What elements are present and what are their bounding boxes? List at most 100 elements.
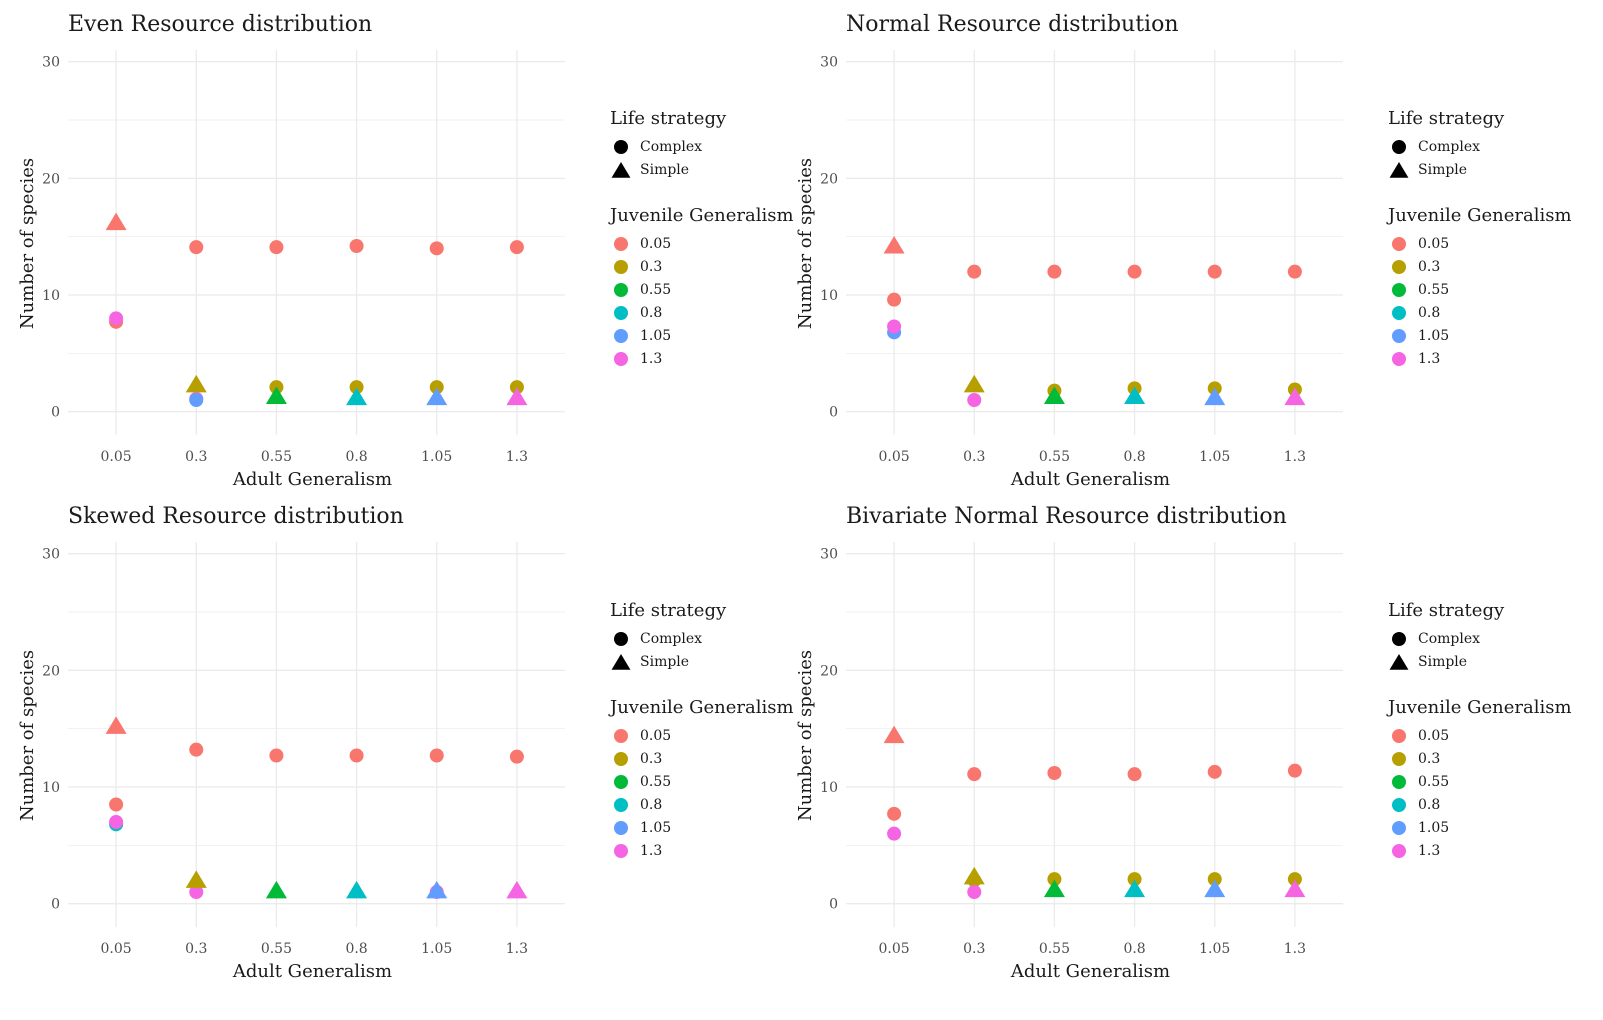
legend-color-title: Juvenile Generalism: [610, 205, 794, 226]
legend-color-item: 1.05: [1388, 324, 1578, 347]
legend-key-dot: [1392, 751, 1406, 766]
legend-key-svg: [614, 351, 628, 366]
data-point-simple: [1284, 879, 1306, 898]
color-dot-icon: [1388, 348, 1410, 370]
legend-key-dot: [1392, 728, 1406, 743]
legend-spacer: [1388, 673, 1578, 697]
legend-key-dot: [1392, 843, 1406, 858]
legend-key-svg: [1392, 797, 1406, 812]
legend-color-label: 1.05: [640, 327, 672, 344]
x-tick-label: 1.3: [506, 449, 528, 465]
legend-shape-label: Complex: [640, 630, 703, 647]
panel-bivariate: Bivariate Normal Resource distribution 0 1…: [778, 492, 1578, 997]
legend-key-circle: [1392, 631, 1406, 646]
data-point-complex: [1287, 872, 1302, 887]
legend-key-svg: [1392, 820, 1406, 835]
legend-key-triangle: [611, 161, 631, 178]
legend-shape-label: Simple: [640, 653, 690, 670]
legend-color-item: 0.3: [610, 747, 800, 770]
color-dot-icon: [1388, 279, 1410, 301]
data-point-complex: [429, 748, 444, 763]
legend-key-triangle: [1389, 161, 1409, 178]
legend-color-item: 0.55: [610, 770, 800, 793]
legend-key-dot: [1392, 259, 1406, 274]
data-point-complex: [509, 380, 524, 395]
legend-spacer: [610, 673, 800, 697]
legend-key-dot: [614, 774, 628, 789]
y-axis-label: Number of species: [17, 650, 38, 821]
legend-color-item: 0.05: [610, 232, 800, 255]
legend-key-triangle: [1389, 653, 1409, 670]
legend-key-dot: [614, 751, 628, 766]
color-dot-icon: [1388, 748, 1410, 770]
legend-color-label: 0.55: [640, 773, 672, 790]
data-point-complex: [1127, 872, 1142, 887]
legend-color-label: 0.8: [640, 796, 663, 813]
legend-color-label: 0.8: [1418, 796, 1441, 813]
y-tick-label: 10: [42, 780, 60, 796]
data-point-complex: [887, 806, 902, 821]
legend-key-triangle: [611, 653, 631, 670]
data-point-simple: [346, 387, 368, 406]
x-tick-label: 1.05: [1199, 449, 1230, 465]
legend-key-dot: [1392, 236, 1406, 251]
color-dot-icon: [1388, 325, 1410, 347]
legend-key-svg: [1392, 328, 1406, 343]
circle-icon: [610, 628, 632, 650]
data-point-simple: [265, 880, 287, 899]
data-point-simple: [1204, 879, 1226, 898]
data-point-simple: [185, 870, 207, 888]
data-point-simple: [105, 212, 127, 231]
legend-shape-label: Complex: [1418, 630, 1481, 647]
panel-skewed: Skewed Resource distribution 0 10 20 30 0.05 0…: [0, 492, 800, 997]
color-dot-icon: [1388, 302, 1410, 324]
plot-svg: 0 10 20 30 0.05 0.3 0.55 0.8 1.05 1.3 Adult Genera…: [17, 50, 565, 490]
legend-key-svg: [1392, 751, 1406, 766]
legend-key-svg: [1392, 631, 1406, 646]
legend-key-svg: [1392, 305, 1406, 320]
y-tick-label: 30: [820, 547, 838, 563]
legend-shape-label: Simple: [640, 161, 690, 178]
legend-color-label: 1.05: [1418, 327, 1450, 344]
legend-color-item: 1.3: [610, 839, 800, 862]
legend-color-item: 1.3: [1388, 347, 1578, 370]
data-point-complex: [109, 797, 124, 812]
circle-icon: [610, 136, 632, 158]
data-point-simple: [506, 387, 528, 406]
color-dot-icon: [610, 325, 632, 347]
legend-key-svg: [1392, 139, 1406, 154]
legend-shape-item: Complex: [1388, 627, 1578, 650]
legend-key-svg: [1389, 161, 1409, 178]
y-tick-label: 20: [820, 171, 838, 187]
legend-shape-item: Simple: [1388, 650, 1578, 673]
x-tick-label: 0.55: [261, 941, 292, 957]
x-tick-label: 1.05: [421, 941, 452, 957]
legend-key-svg: [1392, 728, 1406, 743]
color-dot-icon: [610, 279, 632, 301]
color-dot-icon: [610, 256, 632, 278]
data-point-simple: [963, 374, 985, 393]
legend-shape-title: Life strategy: [1388, 108, 1505, 129]
data-point-complex: [269, 240, 284, 255]
legend-color-label: 1.3: [1418, 350, 1441, 367]
legend-key-svg: [614, 751, 628, 766]
data-point-complex: [189, 393, 204, 407]
data-point-complex: [189, 885, 204, 899]
data-point-complex: [1047, 766, 1062, 780]
legend-key-svg: [1389, 653, 1409, 670]
legend-color-label: 1.3: [640, 842, 663, 859]
data-point-simple: [883, 236, 905, 254]
y-tick-label: 0: [829, 897, 838, 913]
data-point-complex: [1287, 763, 1302, 778]
legend-spacer: [1388, 181, 1578, 205]
legend-key-dot: [1392, 328, 1406, 343]
data-point-complex: [1127, 264, 1142, 279]
x-axis-label: Adult Generalism: [232, 961, 392, 982]
legend-key-dot: [1392, 797, 1406, 812]
legend-spacer: [610, 181, 800, 205]
legend-shape-title: Life strategy: [610, 108, 727, 129]
y-tick-label: 20: [42, 171, 60, 187]
legend-color-item: 0.3: [1388, 255, 1578, 278]
x-tick-label: 0.05: [101, 941, 132, 957]
x-tick-label: 0.8: [345, 941, 367, 957]
